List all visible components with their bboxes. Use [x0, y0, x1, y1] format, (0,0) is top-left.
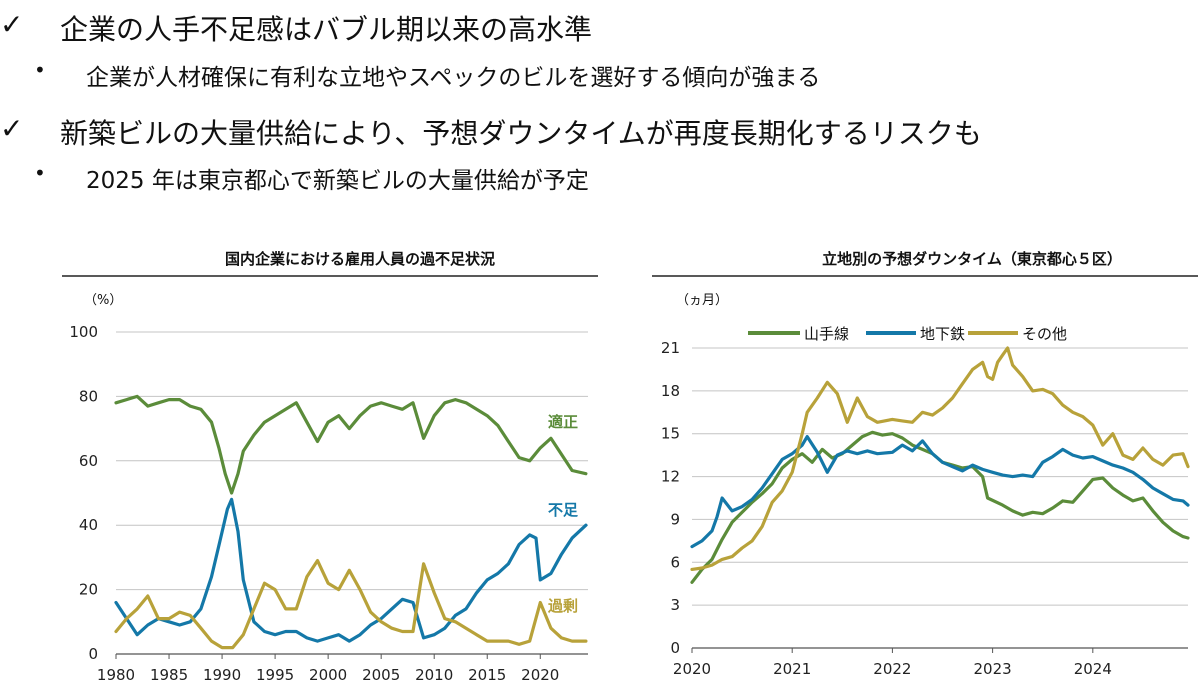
x-tick-label: 2024 — [1074, 660, 1112, 678]
y-tick-label: 20 — [79, 581, 98, 599]
series-line-不足 — [114, 497, 588, 643]
x-tick-label: 2020 — [521, 666, 559, 684]
series-line-その他 — [690, 346, 1190, 571]
x-tick-label: 2020 — [673, 660, 711, 678]
y-tick-label: 15 — [661, 425, 680, 443]
series-line-地下鉄 — [690, 435, 1190, 549]
unit-label: （ヵ月） — [676, 293, 728, 308]
y-tick-label: 21 — [661, 339, 680, 357]
x-tick-label: 2005 — [362, 666, 400, 684]
bullet-2-text: 新築ビルの大量供給により、予想ダウンタイムが再度長期化するリスクも — [60, 117, 982, 150]
chart-title: 立地別の予想ダウンタイム（東京都心５区） — [822, 250, 1122, 268]
x-tick-label: 2010 — [415, 666, 453, 684]
bullet-2-sub-text: 2025 年は東京都心で新築ビルの大量供給が予定 — [86, 168, 589, 194]
bullet-dot-icon: • — [34, 58, 46, 82]
series-line-過剰 — [114, 559, 588, 650]
y-tick-label: 0 — [88, 645, 98, 663]
series-line-適正 — [114, 394, 588, 495]
bullet-1-sub-text: 企業が人材確保に有利な立地やスペックのビルを選好する傾向が強まる — [86, 65, 821, 91]
y-tick-label: 6 — [670, 553, 680, 571]
legend-label-山手線: 山手線 — [804, 325, 849, 343]
y-tick-label: 100 — [69, 323, 98, 341]
check-icon: ✓ — [0, 112, 24, 145]
x-tick-label: 1995 — [256, 666, 294, 684]
x-tick-label: 2000 — [309, 666, 347, 684]
unit-label: （%） — [84, 293, 122, 308]
y-tick-label: 9 — [670, 510, 680, 528]
bullet-1-text: 企業の人手不足感はバブル期以来の高水準 — [60, 13, 593, 46]
series-label-適正: 適正 — [548, 413, 578, 431]
y-tick-label: 3 — [670, 596, 680, 614]
legend-label-その他: その他 — [1022, 325, 1067, 343]
x-tick-label: 2023 — [974, 660, 1012, 678]
legend: 山手線 地下鉄 その他 — [748, 325, 1067, 343]
y-tick-label: 40 — [79, 516, 98, 534]
x-tick-label: 1980 — [97, 666, 135, 684]
bullet-dot-icon: • — [34, 161, 46, 185]
employment-chart: 国内企業における雇用人員の過不足状況 （%） 0 20 40 60 80 100 1980 1… — [62, 250, 598, 684]
y-tick-label: 0 — [670, 639, 680, 657]
y-tick-label: 80 — [79, 387, 98, 405]
y-tick-label: 60 — [79, 452, 98, 470]
series-line-山手線 — [690, 430, 1190, 584]
x-tick-label: 2022 — [873, 660, 911, 678]
x-tick-label: 1990 — [203, 666, 241, 684]
chart-title: 国内企業における雇用人員の過不足状況 — [225, 250, 495, 268]
downtime-chart: 立地別の予想ダウンタイム（東京都心５区） （ヵ月） 山手線 地下鉄 その他 0 3… — [652, 250, 1198, 678]
x-tick-label: 2021 — [773, 660, 811, 678]
x-tick-label: 2015 — [468, 666, 506, 684]
y-tick-label: 12 — [661, 468, 680, 486]
check-icon: ✓ — [0, 8, 24, 41]
series-label-不足: 不足 — [548, 501, 579, 519]
series-label-過剰: 過剰 — [547, 597, 578, 615]
y-tick-label: 18 — [661, 382, 680, 400]
x-tick-label: 1985 — [150, 666, 188, 684]
legend-label-地下鉄: 地下鉄 — [920, 325, 965, 343]
